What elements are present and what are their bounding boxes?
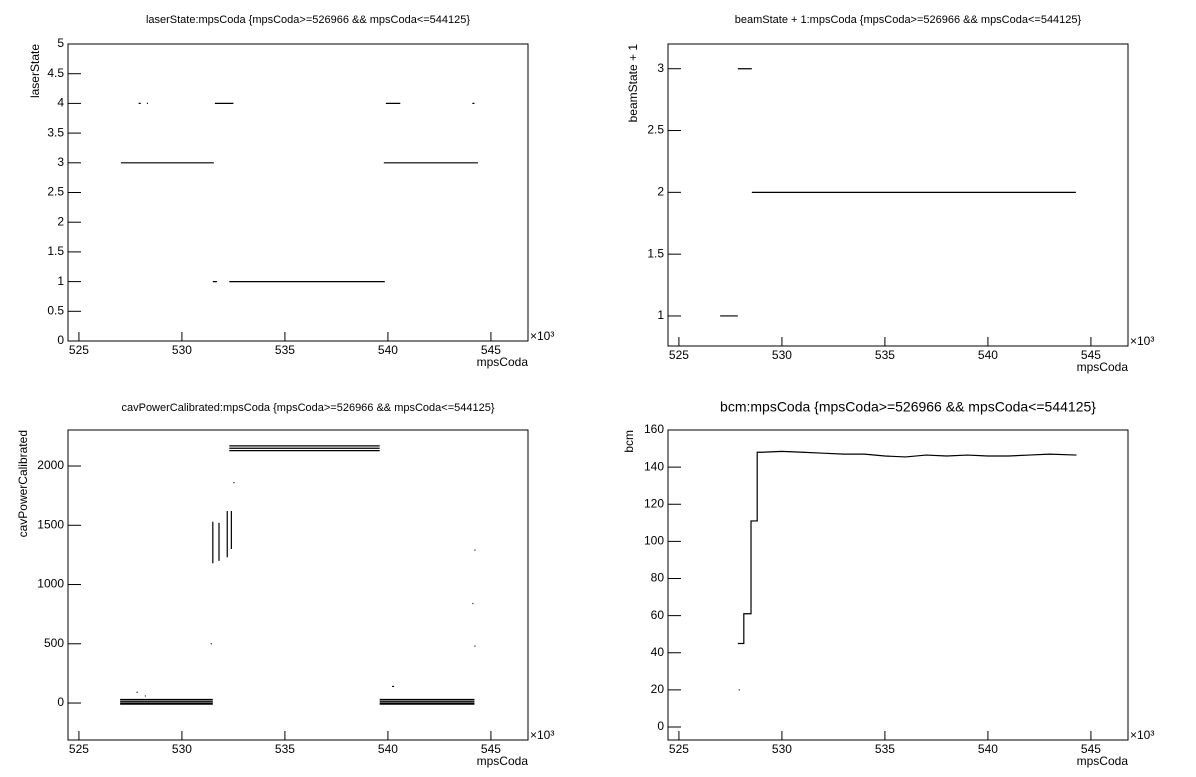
y-axis-title: bcm — [622, 430, 636, 453]
x-tick-label: 545 — [481, 343, 501, 357]
data-line — [720, 68, 1076, 317]
x-tick-label: 530 — [772, 742, 792, 756]
x-tick-label: 545 — [1081, 742, 1101, 756]
y-tick-label: 1.5 — [647, 246, 664, 260]
y-tick-label: 1500 — [37, 517, 64, 531]
x-exponent: ×10³ — [530, 329, 554, 343]
y-tick-label: 120 — [644, 496, 664, 510]
y-tick-label: 2 — [657, 185, 664, 199]
x-tick-label: 535 — [875, 348, 895, 362]
chart-title: bcm:mpsCoda {mpsCoda>=526966 && mpsCoda<… — [720, 399, 1096, 415]
x-axis-title: mpsCoda — [477, 355, 529, 369]
chart-title: laserState:mpsCoda {mpsCoda>=526966 && m… — [146, 14, 470, 26]
y-tick-label: 2.5 — [47, 185, 64, 199]
y-tick-label: 1 — [657, 308, 664, 322]
y-tick-label: 160 — [644, 422, 664, 436]
x-axis-title: mpsCoda — [477, 754, 529, 768]
y-tick-label: 1.5 — [47, 244, 64, 258]
x-tick-label: 525 — [69, 343, 89, 357]
x-tick-label: 530 — [172, 742, 192, 756]
x-tick-label: 535 — [275, 343, 295, 357]
y-tick-label: 2000 — [37, 458, 64, 472]
y-tick-label: 20 — [651, 682, 665, 696]
y-tick-label: 5 — [57, 36, 64, 50]
y-tick-label: 0 — [57, 333, 64, 347]
data-line — [120, 445, 476, 705]
x-tick-label: 535 — [875, 742, 895, 756]
data-line — [120, 102, 478, 283]
x-exponent: ×10³ — [530, 728, 554, 742]
y-tick-label: 1 — [57, 274, 64, 288]
y-tick-label: 1000 — [37, 577, 64, 591]
chart-title: cavPowerCalibrated:mpsCoda {mpsCoda>=526… — [121, 402, 494, 414]
y-tick-label: 4.5 — [47, 66, 64, 80]
x-tick-label: 525 — [669, 742, 689, 756]
y-tick-label: 0 — [57, 695, 64, 709]
y-tick-label: 0 — [657, 719, 664, 733]
y-tick-label: 100 — [644, 534, 664, 548]
y-axis-title: laserState — [28, 44, 42, 98]
y-tick-label: 3.5 — [47, 125, 64, 139]
y-tick-label: 140 — [644, 459, 664, 473]
x-exponent: ×10³ — [1130, 728, 1154, 742]
y-tick-label: 80 — [651, 571, 665, 585]
y-tick-label: 60 — [651, 608, 665, 622]
chart-title: beamState + 1:mpsCoda {mpsCoda>=526966 &… — [735, 14, 1082, 26]
y-tick-label: 3 — [657, 61, 664, 75]
x-tick-label: 545 — [1081, 348, 1101, 362]
x-tick-label: 540 — [378, 343, 398, 357]
plot-frame — [67, 429, 529, 741]
y-tick-label: 2.5 — [647, 123, 664, 137]
x-tick-label: 540 — [378, 742, 398, 756]
x-tick-label: 540 — [978, 348, 998, 362]
y-axis-title: beamState + 1 — [626, 44, 640, 123]
plot-frame — [667, 429, 1129, 741]
y-tick-label: 4 — [57, 96, 64, 110]
data-line — [737, 450, 1077, 691]
x-tick-label: 535 — [275, 742, 295, 756]
plot-frame — [667, 43, 1129, 347]
y-axis-title: cavPowerCalibrated — [16, 430, 30, 537]
x-tick-label: 525 — [69, 742, 89, 756]
y-tick-label: 2 — [57, 214, 64, 228]
y-tick-label: 3 — [57, 155, 64, 169]
x-tick-label: 530 — [772, 348, 792, 362]
y-tick-label: 40 — [651, 645, 665, 659]
x-tick-label: 530 — [172, 343, 192, 357]
x-axis-title: mpsCoda — [1077, 360, 1129, 374]
y-tick-label: 0.5 — [47, 303, 64, 317]
x-exponent: ×10³ — [1130, 334, 1154, 348]
x-tick-label: 540 — [978, 742, 998, 756]
y-tick-label: 500 — [44, 636, 64, 650]
x-axis-title: mpsCoda — [1077, 754, 1129, 768]
plot-frame — [67, 43, 529, 342]
x-tick-label: 525 — [669, 348, 689, 362]
x-tick-label: 545 — [481, 742, 501, 756]
